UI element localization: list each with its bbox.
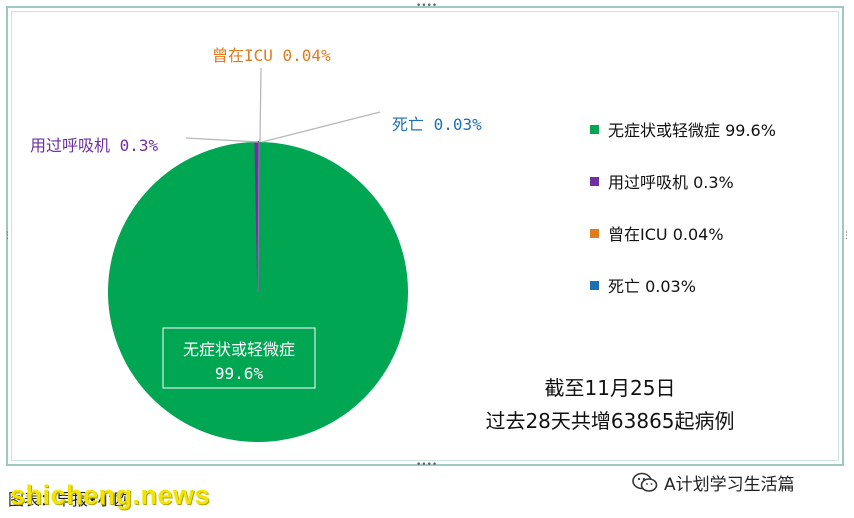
data-label-asymptomatic-name: 无症状或轻微症	[183, 340, 295, 359]
resize-handle-right[interactable]: ⋮	[842, 231, 851, 241]
legend-swatch-ventilator	[590, 176, 599, 186]
legend-swatch-death	[590, 280, 599, 290]
wechat-account-name: A计划学习生活篇	[664, 475, 795, 495]
chart-note: 截至11月25日 过去28天共增63865起病例	[460, 372, 760, 438]
resize-handle-left[interactable]: ⋮	[3, 231, 12, 241]
data-label-ventilator: 用过呼吸机 0.3%	[30, 136, 159, 155]
watermark: shicheng.news	[10, 480, 211, 510]
chart-legend: 无症状或轻微症 99.6% 用过呼吸机 0.3% 曾在ICU 0.04% 死亡 …	[590, 118, 776, 326]
pie-slice-divider	[257, 141, 260, 293]
legend-swatch-icu	[590, 228, 599, 238]
leader-line-icu	[259, 67, 262, 143]
legend-label-asymptomatic: 无症状或轻微症 99.6%	[608, 121, 776, 140]
resize-handle-bottom[interactable]: ••••	[416, 460, 438, 470]
wechat-icon	[632, 472, 658, 492]
resize-handle-top[interactable]: ••••	[416, 1, 438, 11]
data-label-box-asymptomatic	[162, 327, 316, 389]
legend-item-asymptomatic: 无症状或轻微症 99.6%	[590, 118, 776, 140]
source-credit: 图表：早报•小欧	[8, 490, 130, 509]
note-line-date: 截至11月25日	[544, 376, 676, 400]
chart-frame-inner	[11, 11, 839, 461]
legend-label-ventilator: 用过呼吸机 0.3%	[608, 173, 734, 192]
legend-item-death: 死亡 0.03%	[590, 274, 776, 296]
data-label-asymptomatic-value: 99.6%	[215, 364, 264, 383]
wechat-account: A计划学习生活篇	[632, 470, 795, 495]
note-line-cases: 过去28天共增63865起病例	[485, 409, 735, 433]
legend-swatch-asymptomatic	[590, 124, 599, 134]
data-label-death: 死亡 0.03%	[392, 115, 482, 134]
legend-item-ventilator: 用过呼吸机 0.3%	[590, 170, 776, 192]
leader-line-death	[261, 111, 381, 143]
legend-label-death: 死亡 0.03%	[608, 277, 696, 296]
leader-line-ventilator	[185, 137, 259, 143]
data-label-icu: 曾在ICU 0.04%	[212, 46, 331, 65]
legend-item-icu: 曾在ICU 0.04%	[590, 222, 776, 244]
legend-label-icu: 曾在ICU 0.04%	[608, 225, 724, 244]
